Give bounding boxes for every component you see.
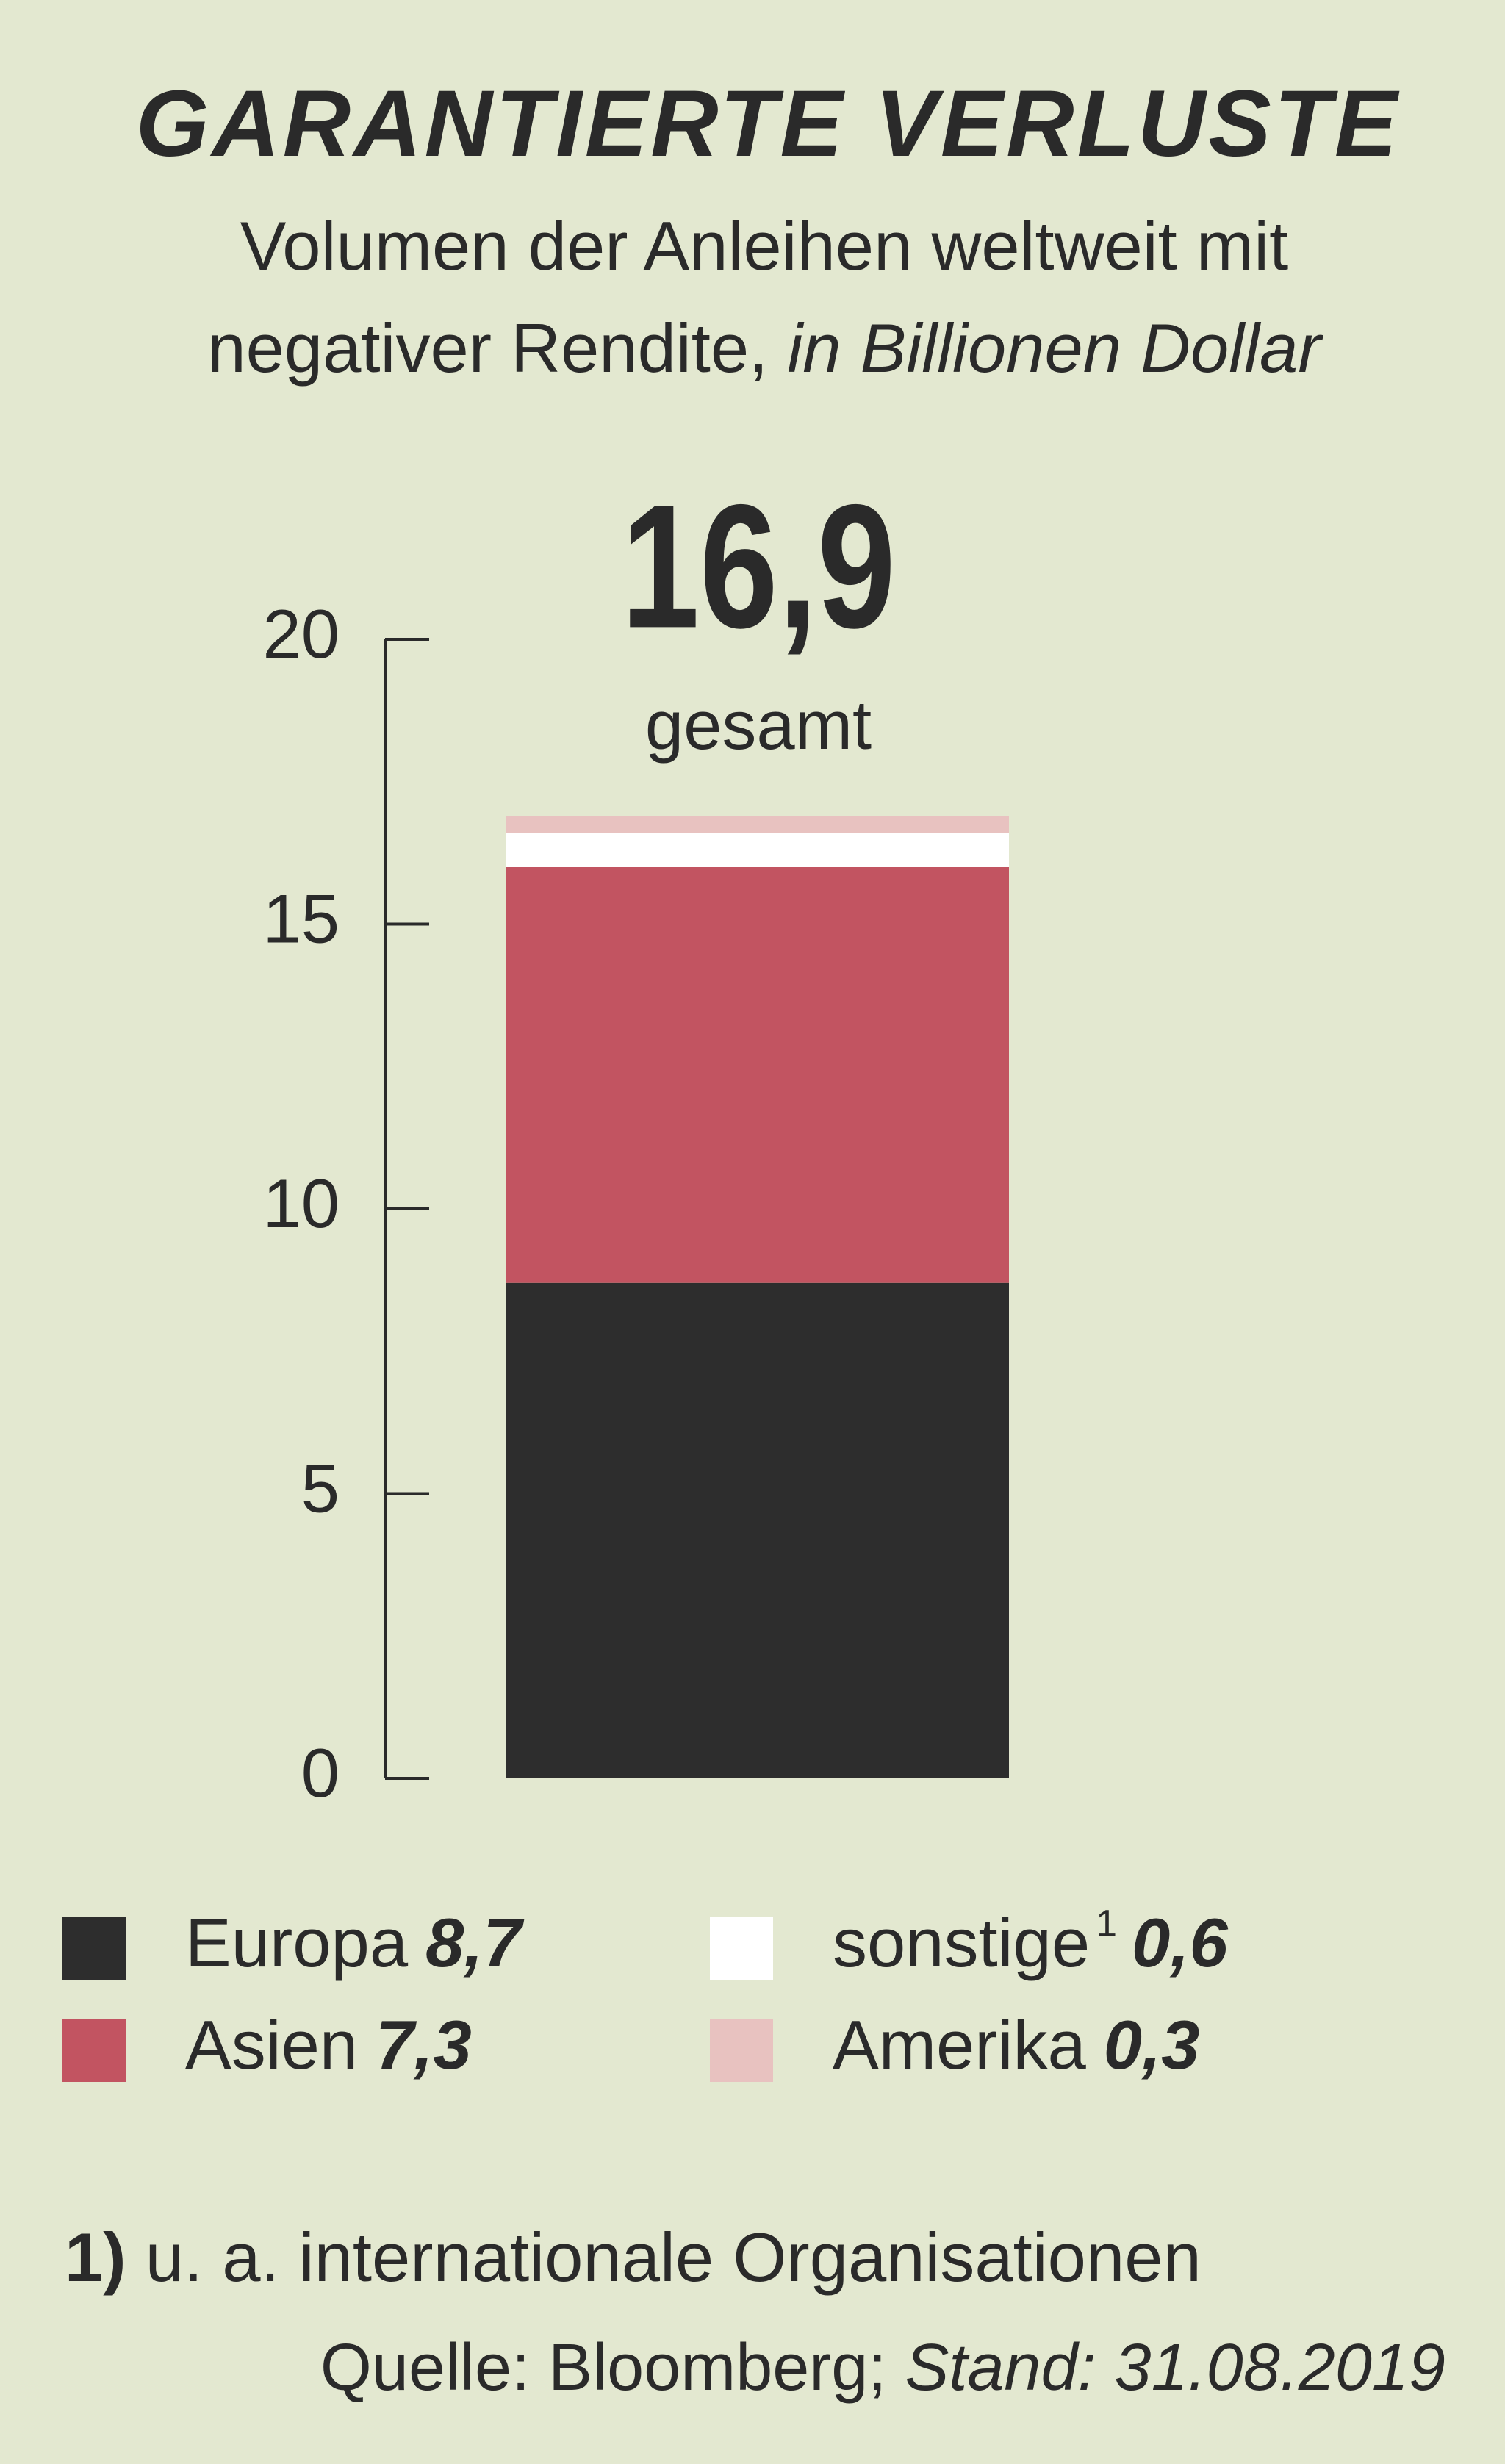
legend-value: 0,6: [1132, 1904, 1228, 1981]
subtitle-unit: in Billionen Dollar: [787, 309, 1323, 387]
legend-value: 0,3: [1104, 2006, 1200, 2083]
bar-segment: [506, 1282, 1009, 1778]
legend-swatch: [62, 1917, 126, 1980]
legend-swatch: [710, 1917, 773, 1980]
y-tick-label: 10: [262, 1165, 340, 1242]
subtitle-line: negativer Rendite,: [207, 309, 768, 387]
legend-name: Amerika: [833, 2006, 1086, 2083]
legend-name: sonstige: [833, 1904, 1090, 1981]
bar-segment: [506, 867, 1009, 1283]
source: Quelle: Bloomberg; Stand: 31.08.2019: [320, 2331, 1445, 2404]
source-date: Stand: 31.08.2019: [905, 2331, 1445, 2404]
legend-entry: Europa 8,7: [185, 1904, 525, 1981]
y-tick-label: 5: [301, 1449, 340, 1526]
legend-entry: Asien 7,3: [185, 2006, 472, 2083]
legend-value: 8,7: [425, 1904, 524, 1981]
y-tick-label: 0: [301, 1734, 340, 1811]
y-tick-label: 15: [262, 880, 340, 957]
source-text: Quelle: Bloomberg;: [320, 2331, 886, 2404]
legend-swatch: [710, 2019, 773, 2082]
legend-name: Europa: [185, 1904, 409, 1981]
legend-swatch: [62, 2019, 126, 2082]
total-caption: gesamt: [645, 686, 872, 764]
bar-segment: [506, 816, 1009, 833]
subtitle: Volumen der Anleihen weltweit mit: [240, 207, 1288, 284]
bar-segment: [506, 833, 1009, 867]
legend-entry: sonstige 1 0,6: [833, 1903, 1228, 1981]
subtitle: negativer Rendite, in Billionen Dollar: [207, 309, 1323, 387]
y-tick-label: 20: [262, 595, 340, 672]
chart-title: GARANTIERTE VERLUSTE: [136, 71, 1400, 176]
footnote-marker: 1): [65, 2219, 126, 2296]
footnote-text: u. a. internationale Organisationen: [146, 2219, 1202, 2296]
legend-note-ref: 1: [1096, 1903, 1117, 1945]
legend-name: Asien: [185, 2006, 358, 2083]
legend-value: 7,3: [376, 2006, 472, 2083]
footnote: 1) u. a. internationale Organisationen: [65, 2219, 1202, 2296]
total-label: 16,9: [621, 468, 896, 665]
legend-entry: Amerika 0,3: [833, 2006, 1199, 2083]
